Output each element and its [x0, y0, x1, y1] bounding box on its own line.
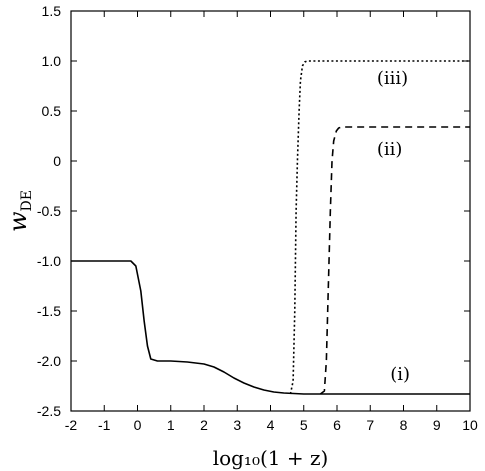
y-tick-label: 1.0 — [42, 53, 62, 69]
x-tick-label: 1 — [167, 417, 175, 433]
x-tick-label: 5 — [300, 417, 308, 433]
y-tick-label: -0.5 — [37, 203, 61, 219]
x-tick-label: 9 — [433, 417, 441, 433]
x-tick-label: 4 — [267, 417, 275, 433]
x-tick-label: 6 — [333, 417, 341, 433]
x-tick-label: 3 — [233, 417, 241, 433]
series-line — [319, 126, 470, 395]
x-tick-label: 0 — [134, 417, 142, 433]
series-line — [289, 60, 470, 395]
y-tick-label: 0 — [53, 153, 61, 169]
y-tick-label: -1.5 — [37, 303, 61, 319]
y-axis-label: wDE — [4, 190, 35, 232]
series-annotations: (iii) (ii) (i) — [377, 68, 410, 385]
x-tick-label: 8 — [400, 417, 408, 433]
series-annotation: (i) — [390, 364, 410, 385]
plot-frame — [70, 10, 471, 412]
y-tick-label: -1.0 — [37, 253, 61, 269]
axis-ticks: -2 -1 0 1 2 3 4 5 6 7 8 9 10 1.5 1.0 0.5 0 -0.5 -1.0 -1.5 -2… — [37, 3, 478, 433]
y-tick-label: -2.5 — [37, 403, 61, 419]
x-tick-label: -2 — [65, 417, 78, 433]
x-tick-label: 7 — [366, 417, 374, 433]
series-annotation: (ii) — [377, 139, 403, 160]
series-annotation: (iii) — [377, 68, 408, 89]
series-line — [71, 260, 470, 395]
x-tick-label: -1 — [98, 417, 111, 433]
series-lines — [71, 60, 470, 395]
y-tick-label: 1.5 — [42, 3, 62, 19]
x-tick-label: 10 — [462, 417, 478, 433]
y-tick-label: -2.0 — [37, 353, 61, 369]
y-tick-label: 0.5 — [42, 103, 62, 119]
x-tick-label: 2 — [200, 417, 208, 433]
x-axis-label: log₁₀(1 + z) — [213, 446, 329, 470]
